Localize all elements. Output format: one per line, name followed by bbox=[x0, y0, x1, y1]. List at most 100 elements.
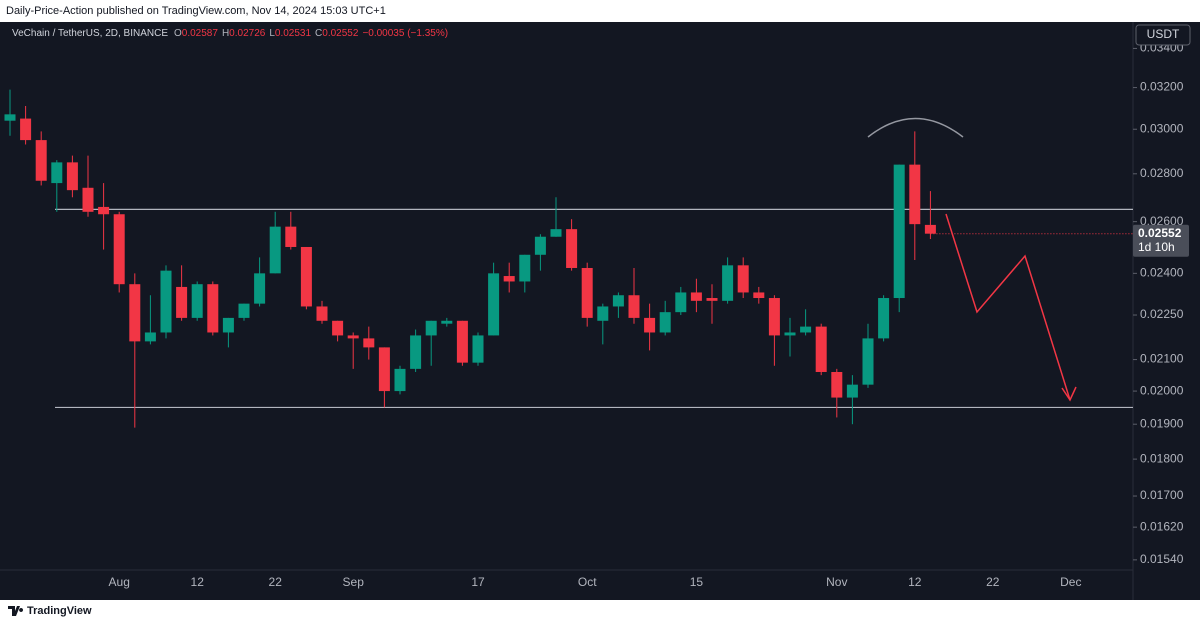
arrow-head bbox=[1061, 386, 1077, 402]
candle-body bbox=[675, 292, 687, 313]
candle-body bbox=[347, 335, 359, 339]
candle-body bbox=[269, 226, 281, 274]
candle-body bbox=[254, 273, 266, 304]
x-tick-label: Sep bbox=[343, 575, 365, 589]
candle-body bbox=[222, 317, 234, 333]
y-tick-label: 0.02250 bbox=[1140, 307, 1184, 321]
candle-body bbox=[425, 320, 437, 336]
candle-body bbox=[800, 326, 812, 333]
candle-body bbox=[35, 140, 47, 181]
candle-body bbox=[690, 292, 702, 301]
y-tick-label: 0.02000 bbox=[1140, 383, 1184, 397]
ohlc-key: C bbox=[315, 28, 322, 39]
candle-body bbox=[332, 320, 344, 336]
candle-body bbox=[51, 162, 63, 184]
ohlc-legend: VeChain / TetherUS, 2D, BINANCE O0.02587 H… bbox=[12, 28, 448, 39]
candle-body bbox=[394, 368, 406, 392]
x-tick-label: 22 bbox=[986, 575, 1000, 589]
candle-body bbox=[20, 118, 32, 141]
x-tick-label: 17 bbox=[471, 575, 485, 589]
ohlc-value: 0.02726 bbox=[229, 28, 266, 39]
top-bar bbox=[0, 0, 1200, 22]
candle-body bbox=[144, 332, 156, 342]
footer-bar bbox=[0, 600, 1200, 624]
currency: USDT bbox=[1147, 27, 1180, 41]
x-tick-label: Dec bbox=[1060, 575, 1081, 589]
candle-body bbox=[363, 338, 375, 348]
ohlc-key: L bbox=[269, 28, 275, 39]
candle-body bbox=[503, 276, 515, 282]
last-price-label: 0.02552 bbox=[1138, 226, 1182, 240]
candle-body bbox=[566, 229, 578, 268]
x-tick-label: Aug bbox=[109, 575, 130, 589]
candle-body bbox=[66, 162, 78, 191]
candle-body bbox=[191, 284, 203, 318]
candle-body bbox=[82, 187, 94, 212]
last-price-tag bbox=[1133, 224, 1189, 257]
y-tick-label: 0.02100 bbox=[1140, 352, 1184, 366]
x-tick-label: Oct bbox=[578, 575, 597, 589]
candle-body bbox=[207, 284, 219, 333]
candle-body bbox=[581, 267, 593, 318]
ohlc-key: O bbox=[174, 28, 182, 39]
candle-body bbox=[378, 347, 390, 392]
projection-arrow bbox=[945, 213, 1071, 401]
candle-body bbox=[160, 270, 172, 333]
y-tick-label: 0.02400 bbox=[1140, 266, 1184, 280]
y-tick-label: 0.02800 bbox=[1140, 166, 1184, 180]
candle-body bbox=[628, 295, 640, 318]
symbol: VeChain / TetherUS, 2D, BINANCE bbox=[12, 28, 168, 39]
candle-body bbox=[98, 206, 110, 215]
candle-body bbox=[4, 114, 16, 121]
y-tick-label: 0.01540 bbox=[1140, 552, 1184, 566]
ohlc-value: 0.02552 bbox=[322, 28, 359, 39]
candle-body bbox=[893, 164, 905, 299]
x-tick-label: 12 bbox=[908, 575, 922, 589]
currency-box[interactable] bbox=[1135, 24, 1191, 46]
candle-body bbox=[644, 317, 656, 333]
candle-body bbox=[846, 384, 858, 398]
candle-body bbox=[737, 265, 749, 293]
candle-body bbox=[316, 306, 328, 321]
candle-body bbox=[706, 298, 718, 301]
candle-body bbox=[519, 254, 531, 282]
candle-body bbox=[456, 320, 468, 363]
candle-body bbox=[129, 284, 141, 342]
y-tick-label: 0.02600 bbox=[1140, 214, 1184, 228]
ohlc-value: 0.02531 bbox=[275, 28, 312, 39]
x-tick-label: Nov bbox=[826, 575, 847, 589]
y-tick-label: 0.01620 bbox=[1140, 519, 1184, 533]
candle-body bbox=[550, 229, 562, 237]
brand-logo bbox=[8, 606, 24, 616]
candle-body bbox=[597, 306, 609, 321]
candle-body bbox=[300, 246, 312, 307]
candle-body bbox=[612, 295, 624, 307]
candle-body bbox=[722, 265, 734, 301]
candle-body bbox=[441, 320, 453, 324]
candle-body bbox=[285, 226, 297, 247]
x-tick-label: 12 bbox=[191, 575, 205, 589]
y-tick-label: 0.03200 bbox=[1140, 80, 1184, 94]
y-tick-label: 0.01700 bbox=[1140, 488, 1184, 502]
ohlc-key: H bbox=[222, 28, 229, 39]
y-tick-label: 0.01800 bbox=[1140, 451, 1184, 465]
publish-title: Daily-Price-Action published on TradingV… bbox=[6, 5, 386, 17]
candle-body bbox=[488, 273, 500, 336]
candle-body bbox=[410, 335, 422, 369]
ohlc-value: 0.02587 bbox=[182, 28, 219, 39]
candle-body bbox=[753, 292, 765, 299]
candle-body bbox=[472, 335, 484, 363]
candle-body bbox=[176, 286, 188, 318]
x-tick-label: 22 bbox=[269, 575, 283, 589]
candle-body bbox=[784, 332, 796, 336]
candle-body bbox=[113, 214, 125, 285]
plot: 0.034000.032000.030000.028000.026000.024… bbox=[4, 41, 1184, 589]
countdown: 1d 10h bbox=[1138, 240, 1175, 254]
y-tick-label: 0.03000 bbox=[1140, 121, 1184, 135]
candle-body bbox=[534, 236, 546, 255]
candle-body bbox=[238, 303, 250, 318]
candle-body bbox=[924, 224, 936, 234]
candle-body bbox=[862, 338, 874, 385]
candle-body bbox=[909, 164, 921, 225]
